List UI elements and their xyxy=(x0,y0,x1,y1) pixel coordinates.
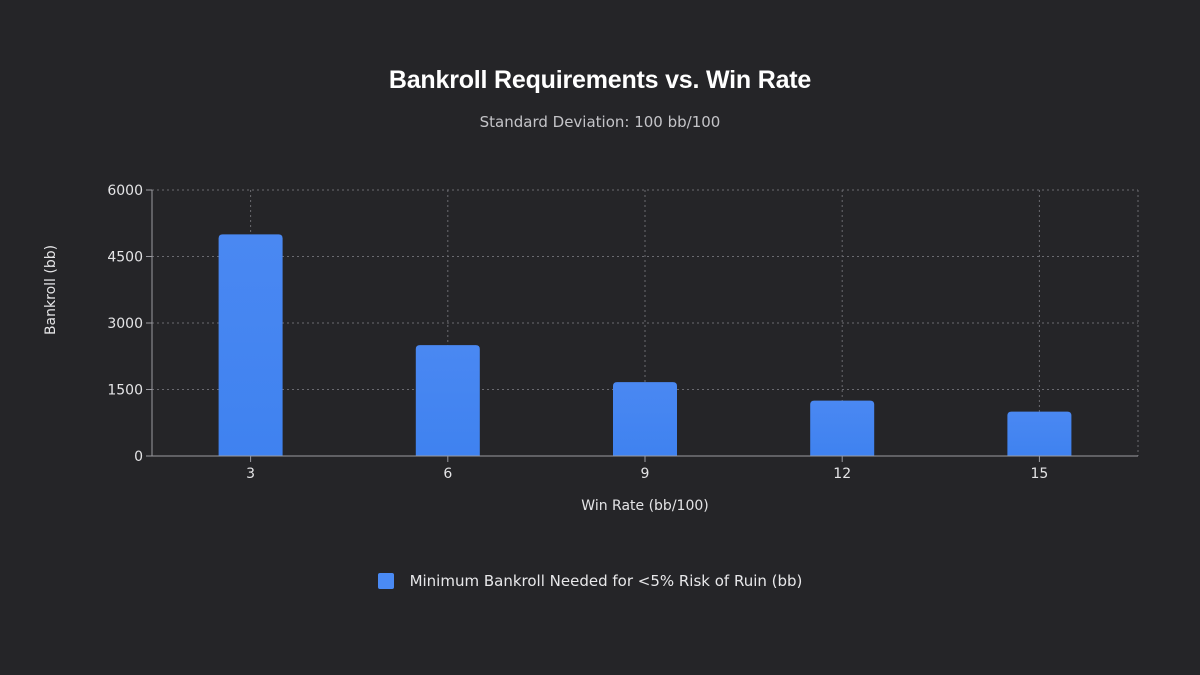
x-tick-label: 6 xyxy=(443,466,452,482)
y-tick-label: 4500 xyxy=(107,250,143,266)
bar-9 xyxy=(613,382,677,456)
y-tick-label: 0 xyxy=(134,449,143,465)
legend-label: Minimum Bankroll Needed for <5% Risk of … xyxy=(409,572,803,590)
y-axis-title: Bankroll (bb) xyxy=(43,245,59,335)
y-tick-labels: 0 1500 3000 4500 6000 xyxy=(107,183,143,465)
legend: Minimum Bankroll Needed for <5% Risk of … xyxy=(0,572,1200,590)
bar-6 xyxy=(415,345,480,456)
bars xyxy=(218,234,1072,456)
y-tick-label: 6000 xyxy=(107,183,143,199)
x-axis-title: Win Rate (bb/100) xyxy=(581,498,708,514)
x-tick-labels: 3 6 9 12 15 xyxy=(246,466,1048,482)
x-tick-label: 3 xyxy=(246,466,255,482)
legend-swatch xyxy=(377,573,394,589)
y-tick-label: 1500 xyxy=(107,383,143,399)
x-tick-label: 15 xyxy=(1030,466,1048,482)
chart-title: Bankroll Requirements vs. Win Rate xyxy=(388,66,812,94)
x-tick-label: 9 xyxy=(641,466,650,482)
bar-3 xyxy=(218,234,283,456)
bar-15 xyxy=(1007,411,1072,456)
y-tick-label: 3000 xyxy=(107,316,143,332)
bar-12 xyxy=(810,400,875,456)
axes xyxy=(146,189,1138,462)
chart-subtitle: Standard Deviation: 100 bb/100 xyxy=(479,113,721,131)
x-tick-label: 12 xyxy=(833,466,851,482)
